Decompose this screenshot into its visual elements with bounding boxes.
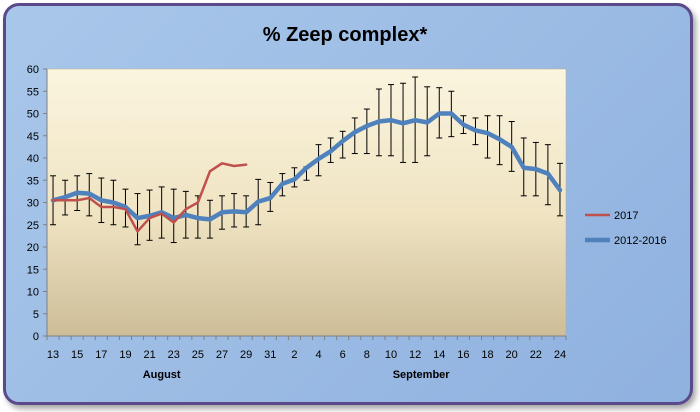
y-tick-label: 60 xyxy=(27,64,39,76)
legend: 2017 2012-2016 xyxy=(585,210,667,247)
x-tick-label: 12 xyxy=(409,349,421,361)
x-tick-label: 13 xyxy=(47,349,59,361)
x-tick-label: 10 xyxy=(385,349,397,361)
x-tick-label: 18 xyxy=(481,349,493,361)
x-tick-label: 8 xyxy=(364,349,370,361)
y-tick-label: 20 xyxy=(27,242,39,254)
y-tick-label: 25 xyxy=(27,220,39,232)
y-tick-label: 15 xyxy=(27,264,39,276)
legend-label: 2017 xyxy=(614,210,638,222)
x-tick-label: 19 xyxy=(119,349,131,361)
y-tick-label: 40 xyxy=(27,153,39,165)
x-tick-label: 20 xyxy=(506,349,518,361)
series-lines xyxy=(50,111,563,233)
x-tick-label: 15 xyxy=(71,349,83,361)
x-axis: 13 15 17 19 21 23 25 27 29 31 2 4 6 8 10 12 14 16 18 20 22 24… xyxy=(46,335,567,381)
y-tick-label: 45 xyxy=(27,131,39,143)
x-tick-label: 17 xyxy=(95,349,107,361)
plot-area xyxy=(46,68,567,337)
chart-title: % Zeep complex* xyxy=(262,24,428,46)
x-tick-label: 22 xyxy=(530,349,542,361)
x-tick-label: 14 xyxy=(433,349,445,361)
x-tick-label: 21 xyxy=(143,349,155,361)
series-line-2012-2016 xyxy=(50,111,563,222)
series-line-2017 xyxy=(51,162,248,233)
x-tick-label: 29 xyxy=(240,349,252,361)
x-tick-label: 2 xyxy=(291,349,297,361)
y-tick-label: 30 xyxy=(27,198,39,210)
x-tick-label: 16 xyxy=(457,349,469,361)
y-tick-label: 55 xyxy=(27,86,39,98)
x-group-label: August xyxy=(143,369,181,381)
x-tick-label: 6 xyxy=(340,349,346,361)
y-tick-label: 5 xyxy=(33,309,39,321)
y-axis: 0 5 10 15 20 25 30 35 40 45 50 55 60 xyxy=(27,64,48,343)
x-tick-label: 31 xyxy=(264,349,276,361)
y-tick-label: 0 xyxy=(33,331,39,343)
x-tick-label: 4 xyxy=(316,349,322,361)
x-tick-label: 23 xyxy=(168,349,180,361)
x-tick-label: 27 xyxy=(216,349,228,361)
y-tick-label: 10 xyxy=(27,287,39,299)
x-group-label: September xyxy=(393,369,451,381)
legend-label: 2012-2016 xyxy=(614,235,667,247)
x-tick-label: 25 xyxy=(192,349,204,361)
y-tick-label: 35 xyxy=(27,175,39,187)
x-tick-label: 24 xyxy=(554,349,566,361)
y-tick-label: 50 xyxy=(27,109,39,121)
